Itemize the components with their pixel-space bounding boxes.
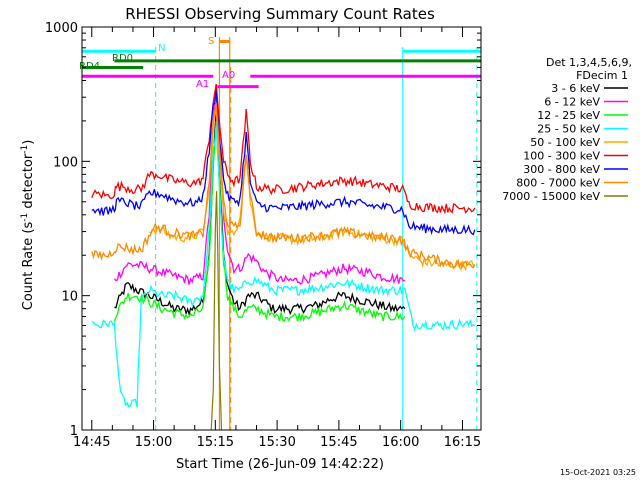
x-tick-label: 15:30 (258, 435, 295, 450)
y-tick-label: 1 (70, 424, 78, 439)
plot-frame (81, 26, 482, 431)
rd4-label: RD4 (79, 61, 100, 72)
legend-title-line-1: Det 1,3,4,5,6,9, (546, 56, 632, 69)
series-line-12-25-keV (113, 121, 406, 323)
a0-label: A0 (222, 70, 235, 81)
series-line-300-800-keV (91, 90, 476, 236)
legend-label: 50 - 100 keV (530, 136, 600, 149)
series-line-50-100-keV (148, 109, 476, 272)
legend-label: 300 - 800 keV (523, 163, 600, 176)
a1-label: A1 (196, 79, 209, 90)
y-axis-label: Count Rate (s-1 detector-1) (20, 140, 36, 311)
x-tick-label: 15:00 (135, 435, 172, 450)
series-line-3-6-keV (114, 110, 406, 317)
y-tick-label: 100 (53, 155, 78, 170)
series-line-6-12-keV (113, 84, 406, 286)
saa-label: S (208, 36, 214, 47)
legend-label: 12 - 25 keV (537, 109, 600, 122)
legend-label: 100 - 300 keV (523, 150, 600, 163)
x-tick-label: 14:45 (73, 435, 110, 450)
series-layer (91, 83, 476, 430)
series-line-100-300-keV (91, 83, 476, 215)
y-tick-label: 1000 (45, 21, 78, 36)
legend-label: 7000 - 15000 keV (502, 190, 600, 203)
x-tick-label: 16:00 (382, 435, 419, 450)
legend-label: 800 - 7000 keV (516, 177, 600, 190)
x-tick-label: 15:15 (197, 435, 234, 450)
timestamp: 15-Oct-2021 03:25 (560, 468, 636, 477)
x-tick-label: 16:15 (444, 435, 481, 450)
series-line-7000-15000-keV (210, 191, 223, 430)
attenuator-bars-layer: N RD0 RD4 A1 A0 S (79, 36, 481, 90)
chart-title: RHESSI Observing Summary Count Rates (125, 5, 435, 23)
axes-layer: 1 10 100 1000 14:45 15:00 15:15 15:30 15:45 16:00… (45, 21, 482, 450)
series-line-25-50-keV (91, 125, 476, 408)
rd0-label: RD0 (112, 53, 133, 64)
legend-label: 25 - 50 keV (537, 123, 600, 136)
n-label: N (158, 43, 165, 54)
legend-label: 6 - 12 keV (544, 96, 600, 109)
legend-title-line-2: FDecim 1 (576, 69, 628, 82)
y-tick-label: 10 (61, 290, 78, 305)
series-line-800-7000-keV (91, 102, 476, 269)
legend-label: 3 - 6 keV (551, 82, 600, 95)
x-axis-label: Start Time (26-Jun-09 14:42:22) (176, 457, 384, 472)
x-tick-label: 15:45 (320, 435, 357, 450)
